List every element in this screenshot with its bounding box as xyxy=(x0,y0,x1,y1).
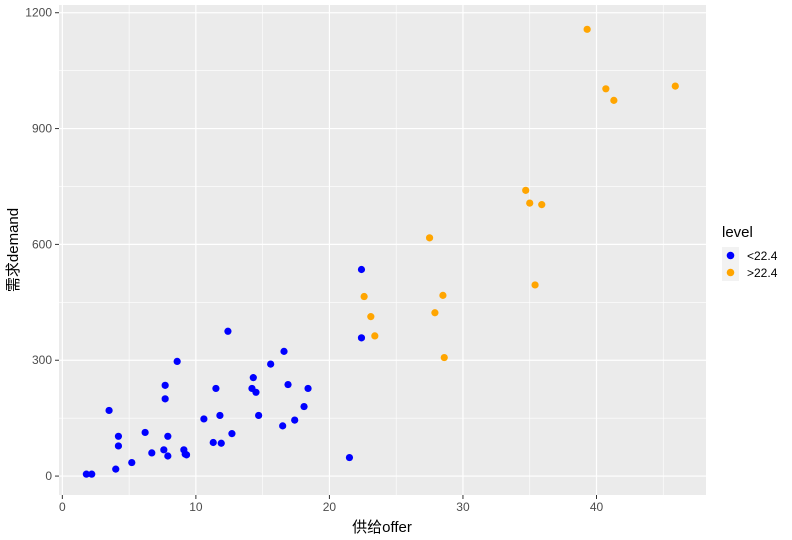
data-point-blue xyxy=(161,381,169,389)
data-point-blue xyxy=(112,465,120,473)
data-point-orange xyxy=(371,332,379,340)
major-gridlines xyxy=(59,5,706,495)
data-point-blue xyxy=(161,395,169,403)
legend-label-1: <22.4 xyxy=(747,249,778,263)
data-point-orange xyxy=(522,186,530,194)
data-point-orange xyxy=(610,96,618,104)
y-tick-label: 0 xyxy=(45,469,52,483)
data-point-blue xyxy=(160,446,168,454)
data-point-blue xyxy=(200,415,208,423)
data-point-orange xyxy=(425,234,434,242)
data-point-orange xyxy=(583,25,591,33)
x-tick-label: 0 xyxy=(59,500,66,514)
data-point-blue xyxy=(164,452,172,460)
data-point-blue xyxy=(182,451,191,459)
data-point-blue xyxy=(345,453,354,462)
legend-title: level xyxy=(722,224,753,241)
data-point-orange xyxy=(431,309,439,317)
data-point-blue xyxy=(212,384,220,393)
data-point-orange xyxy=(671,82,679,90)
data-point-blue xyxy=(304,384,312,393)
legend-label-2: >22.4 xyxy=(747,266,778,280)
x-tick-label: 40 xyxy=(590,500,604,514)
data-point-blue xyxy=(114,442,123,450)
legend: level <22.4 >22.4 xyxy=(722,224,778,281)
x-tick-label: 20 xyxy=(323,500,337,514)
data-point-blue xyxy=(114,432,123,440)
data-point-orange xyxy=(439,291,447,299)
data-point-blue xyxy=(105,406,113,415)
data-point-orange xyxy=(367,313,375,321)
data-point-blue xyxy=(300,402,308,411)
data-point-blue xyxy=(357,334,366,342)
data-point-orange xyxy=(531,281,539,289)
x-tick-label: 30 xyxy=(456,500,470,514)
y-tick-label: 900 xyxy=(32,122,52,136)
data-point-blue xyxy=(141,428,149,437)
data-point-blue xyxy=(228,430,236,438)
axis-ticks: 0 10 20 30 40 0 300 600 900 1200 xyxy=(25,6,603,514)
data-point-orange xyxy=(440,353,448,362)
data-point-blue xyxy=(267,360,275,368)
data-point-orange xyxy=(360,292,368,301)
data-point-blue xyxy=(216,411,224,420)
data-point-blue xyxy=(252,388,260,396)
legend-key-orange xyxy=(726,268,735,277)
x-axis-title: 供给offer xyxy=(352,519,412,536)
minor-gridlines xyxy=(59,5,706,495)
data-point-blue xyxy=(173,357,181,365)
data-points xyxy=(82,25,679,478)
data-point-blue xyxy=(148,449,156,457)
y-tick-label: 1200 xyxy=(25,6,52,20)
data-point-orange xyxy=(538,201,546,209)
data-point-blue xyxy=(224,327,232,335)
data-point-blue xyxy=(279,422,287,430)
data-point-blue xyxy=(88,470,96,478)
plot-panel xyxy=(59,5,706,495)
data-point-blue xyxy=(357,265,366,274)
data-point-orange xyxy=(526,199,534,207)
y-tick-label: 300 xyxy=(32,353,52,367)
data-point-blue xyxy=(82,470,90,478)
data-point-blue xyxy=(209,438,217,447)
data-point-blue xyxy=(291,416,299,424)
legend-key-blue xyxy=(726,251,735,260)
data-point-blue xyxy=(284,380,292,389)
data-point-blue xyxy=(217,439,225,447)
data-point-orange xyxy=(602,85,610,93)
x-tick-label: 10 xyxy=(189,500,203,514)
data-point-blue xyxy=(249,374,257,382)
data-point-blue xyxy=(280,347,288,355)
y-tick-label: 600 xyxy=(32,237,52,251)
y-axis-title: 需求demand xyxy=(5,208,22,292)
data-point-blue xyxy=(164,432,172,440)
data-point-blue xyxy=(255,411,263,420)
data-point-blue xyxy=(128,458,136,467)
